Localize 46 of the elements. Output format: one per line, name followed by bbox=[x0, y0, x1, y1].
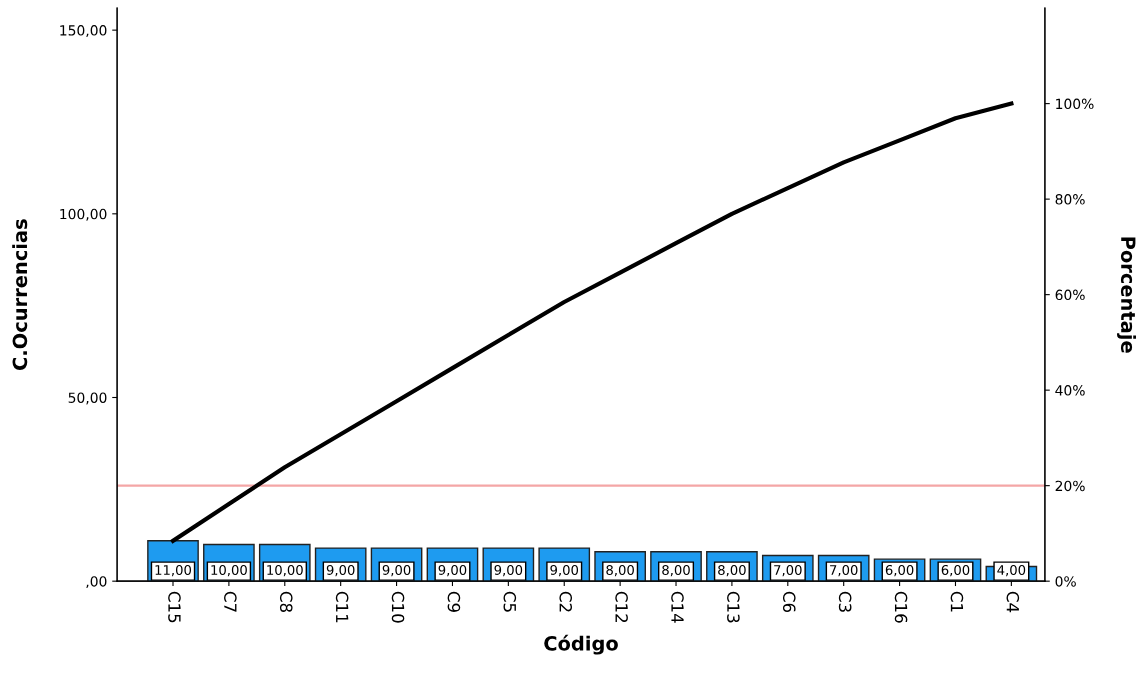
data-label: 8,00 bbox=[662, 564, 690, 577]
data-label: 10,00 bbox=[267, 564, 303, 577]
x-tick-label: C4 bbox=[1006, 591, 1020, 613]
x-tick-label: C14 bbox=[671, 591, 684, 623]
data-label: 6,00 bbox=[885, 564, 914, 577]
data-label: 7,00 bbox=[830, 564, 858, 577]
data-label: 9,00 bbox=[550, 564, 579, 577]
y2-tick-label: 20% bbox=[1055, 480, 1085, 492]
x-tick-label: C3 bbox=[838, 591, 852, 612]
data-label: 6,00 bbox=[941, 564, 970, 577]
x-tick-label: C12 bbox=[615, 591, 628, 623]
x-tick-label: C15 bbox=[168, 591, 181, 623]
y2-tick-label: 0% bbox=[1055, 576, 1076, 587]
x-tick-label: C2 bbox=[559, 591, 573, 612]
y2-tick-label: 100% bbox=[1056, 98, 1094, 110]
x-tick-label: C13 bbox=[727, 591, 740, 623]
x-tick-label: C11 bbox=[335, 591, 349, 623]
y-axis-title: C.Ocurrencias bbox=[12, 219, 28, 370]
y2-axis-title: Porcentaje bbox=[1117, 237, 1136, 353]
data-label: 9,00 bbox=[326, 564, 355, 577]
data-label: 8,00 bbox=[718, 564, 746, 577]
y2-tick-label: 80% bbox=[1055, 194, 1085, 205]
y-tick-label: 100,00 bbox=[60, 208, 107, 221]
y2-tick-label: 60% bbox=[1055, 289, 1085, 301]
x-tick-label: C10 bbox=[391, 591, 405, 623]
y-tick-label: 150,00 bbox=[60, 25, 107, 38]
data-label: 9,00 bbox=[382, 564, 411, 577]
data-label: 10,00 bbox=[211, 564, 247, 577]
data-label: 9,00 bbox=[438, 564, 467, 577]
x-tick-label: C16 bbox=[894, 591, 908, 623]
x-tick-label: C5 bbox=[503, 591, 517, 612]
data-label: 9,00 bbox=[494, 564, 523, 577]
x-tick-label: C8 bbox=[279, 591, 293, 612]
data-label: 4,00 bbox=[997, 564, 1026, 577]
y-tick-label: ,00 bbox=[86, 576, 107, 589]
x-tick-label: C7 bbox=[224, 591, 237, 612]
x-axis-title: Código bbox=[544, 634, 618, 655]
x-tick-label: C9 bbox=[447, 591, 461, 612]
y2-tick-label: 40% bbox=[1055, 385, 1085, 396]
x-tick-label: C1 bbox=[950, 591, 964, 612]
data-label: 8,00 bbox=[606, 564, 634, 577]
x-tick-label: C6 bbox=[782, 591, 796, 613]
data-label: 7,00 bbox=[774, 564, 802, 577]
line-series bbox=[170, 101, 1014, 543]
data-label: 11,00 bbox=[155, 564, 192, 577]
y-tick-label: 50,00 bbox=[68, 392, 107, 405]
